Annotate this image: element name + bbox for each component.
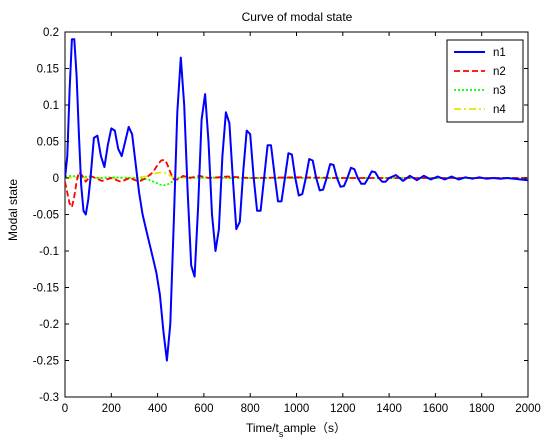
series-layer xyxy=(65,38,528,362)
y-tick-label: -0.25 xyxy=(33,356,59,368)
x-axis-label-main: Time/t xyxy=(246,421,280,435)
series-line-n1 xyxy=(65,38,528,362)
x-tick-label: 1400 xyxy=(376,403,402,415)
y-tick-label: -0.1 xyxy=(39,246,59,258)
legend-label-n1: n1 xyxy=(493,47,506,59)
x-tick-label: 400 xyxy=(148,403,167,415)
y-tick-label: 0.15 xyxy=(37,64,59,76)
y-tick-label: 0.2 xyxy=(43,27,59,39)
legend-label-n3: n3 xyxy=(493,85,506,97)
legend-label-n4: n4 xyxy=(493,104,506,116)
y-tick-label: -0.3 xyxy=(39,392,59,404)
legend-label-n2: n2 xyxy=(493,66,506,78)
x-tick-label: 2000 xyxy=(515,403,541,415)
x-tick-label: 0 xyxy=(62,403,68,415)
y-tick-label: 0.1 xyxy=(43,100,59,112)
x-tick-label: 1000 xyxy=(284,403,310,415)
legend: n1 n2 n3 n4 xyxy=(446,39,524,123)
x-tick-label: 1800 xyxy=(469,403,495,415)
x-tick-label: 1200 xyxy=(330,403,356,415)
y-tick-label: -0.2 xyxy=(39,319,59,331)
x-axis-label-subscript: s xyxy=(279,429,284,439)
y-tick-label: -0.05 xyxy=(33,210,59,222)
y-axis-label: Modal state xyxy=(6,179,20,241)
y-tick-label: 0 xyxy=(53,173,59,185)
chart-title: Curve of modal state xyxy=(242,10,353,24)
y-tick-label: -0.15 xyxy=(33,283,59,295)
tick-layer: 0 200 400 600 800 1000 1200 1400 1600 1800 2000 -0.… xyxy=(33,27,541,415)
x-tick-label: 800 xyxy=(241,403,260,415)
y-tick-label: 0.05 xyxy=(37,137,59,149)
x-tick-label: 600 xyxy=(194,403,213,415)
x-axis-label: Time/tsample（s） xyxy=(246,421,346,439)
x-tick-label: 200 xyxy=(102,403,121,415)
x-tick-label: 1600 xyxy=(423,403,449,415)
x-axis-label-rest: ample（s） xyxy=(283,421,346,435)
